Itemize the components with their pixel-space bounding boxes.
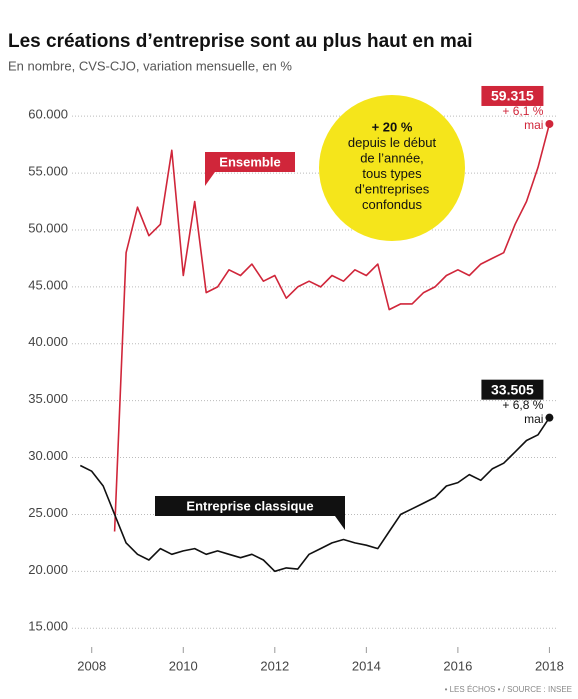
value-label: 33.505	[491, 381, 534, 397]
x-tick-label: 2012	[260, 658, 289, 673]
annotation: + 6,1 %	[502, 104, 543, 118]
series-name: Entreprise classique	[186, 498, 313, 513]
series-tag	[205, 152, 295, 172]
x-tick-label: 2014	[352, 658, 381, 673]
series-line	[113, 123, 551, 532]
callout-circle	[319, 95, 465, 241]
tag-pointer	[335, 516, 345, 530]
chart-subtitle: En nombre, CVS-CJO, variation mensuelle,…	[8, 58, 292, 73]
y-tick-label: 45.000	[28, 277, 68, 292]
chart-title: Les créations d’entreprise sont au plus …	[8, 31, 473, 52]
value-label-box	[481, 379, 544, 400]
x-tick-label: 2018	[535, 658, 564, 673]
y-tick-label: 50.000	[28, 220, 68, 235]
annotation: + 6,8 %	[502, 398, 543, 412]
y-tick-label: 30.000	[28, 448, 68, 463]
x-tick-label: 2010	[169, 658, 198, 673]
value-label-box	[481, 85, 544, 106]
callout-text: confondus	[362, 197, 422, 212]
series-tag	[155, 496, 345, 516]
series-name: Ensemble	[219, 154, 280, 169]
callout-text: de l’année,	[360, 150, 424, 165]
callout-text: + 20 %	[372, 119, 413, 134]
y-tick-label: 25.000	[28, 505, 68, 520]
y-tick-label: 60.000	[28, 107, 68, 122]
y-tick-label: 20.000	[28, 562, 68, 577]
y-tick-label: 35.000	[28, 391, 68, 406]
callout-text: d’entreprises	[355, 181, 430, 196]
end-point	[545, 413, 554, 422]
y-tick-label: 15.000	[28, 619, 68, 634]
source: • LES ÉCHOS • / SOURCE : INSEE	[445, 685, 572, 694]
x-tick-label: 2016	[443, 658, 472, 673]
y-tick-label: 40.000	[28, 334, 68, 349]
end-point	[545, 119, 554, 128]
x-tick-label: 2008	[77, 658, 106, 673]
annotation: mai	[524, 118, 543, 132]
value-label: 59.315	[491, 88, 534, 104]
series-line	[79, 417, 551, 573]
y-tick-label: 55.000	[28, 164, 68, 179]
callout-text: tous types	[362, 166, 422, 181]
tag-pointer	[205, 172, 215, 186]
annotation: mai	[524, 412, 543, 426]
callout-text: depuis le début	[348, 135, 437, 150]
